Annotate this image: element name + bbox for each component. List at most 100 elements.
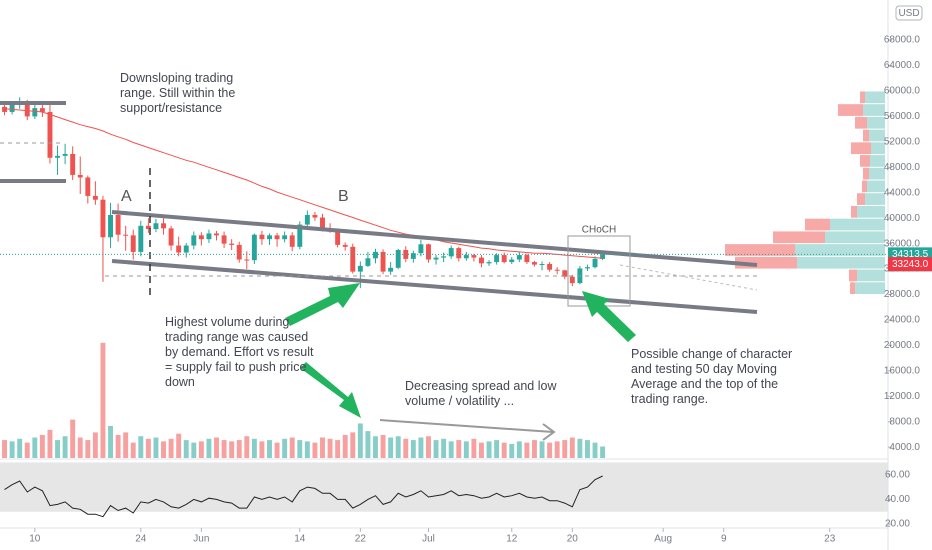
candle-body xyxy=(524,255,530,263)
y-tick-label: 68000.0 xyxy=(884,35,921,46)
volume-bar xyxy=(554,441,560,458)
volume-bar xyxy=(312,442,318,458)
volume-bar xyxy=(191,442,197,458)
x-tick-label: Jun xyxy=(193,534,209,545)
annotation: Possible change of character and testing… xyxy=(631,347,793,406)
volume-bar xyxy=(373,436,378,458)
candle-body xyxy=(433,257,439,260)
candle-body xyxy=(373,251,378,259)
volume-bar xyxy=(100,342,106,458)
candle-body xyxy=(320,217,325,229)
volume-bar xyxy=(350,432,356,458)
volume-bar xyxy=(77,437,83,458)
volume-bar xyxy=(123,432,129,458)
candle-body xyxy=(145,225,151,229)
candle-body xyxy=(259,234,265,240)
profile-down xyxy=(857,193,865,205)
candle-body xyxy=(115,215,121,235)
volume-bar xyxy=(547,442,553,458)
volume-bar xyxy=(501,442,507,458)
profile-up xyxy=(797,256,885,269)
candle-body xyxy=(342,244,348,247)
profile-up xyxy=(863,104,885,116)
volume-bar xyxy=(24,442,30,458)
profile-down xyxy=(849,269,857,282)
rsi-tick-label: 40.00 xyxy=(885,494,910,505)
candle-body xyxy=(600,254,606,259)
annotation: Highest volume during trading range was … xyxy=(165,315,314,389)
volume-bar xyxy=(161,441,166,458)
volume-bar xyxy=(244,436,250,458)
y-tick-label: 24000.0 xyxy=(884,315,921,326)
candle-body xyxy=(123,234,129,236)
volume-bar xyxy=(539,441,545,458)
volume-bar xyxy=(39,434,45,458)
profile-up xyxy=(830,218,885,231)
candle-body xyxy=(32,108,38,117)
volume-bar xyxy=(532,440,537,458)
x-tick-label: Jul xyxy=(422,534,435,545)
volume-bar xyxy=(584,440,590,458)
volume-bar xyxy=(267,440,272,458)
y-tick-label: 36000.0 xyxy=(884,238,921,249)
volume-bar xyxy=(198,441,204,458)
rsi-line xyxy=(4,475,603,518)
candle-body xyxy=(569,276,575,284)
volume-bar xyxy=(426,436,431,458)
volume-bar xyxy=(342,434,348,458)
point-label: B xyxy=(338,188,349,205)
rsi-tick-label: 60.00 xyxy=(885,469,910,480)
marks xyxy=(2,91,885,518)
volume-bar xyxy=(297,440,303,458)
volume-bar xyxy=(32,437,38,458)
candle-body xyxy=(100,199,106,238)
arrow xyxy=(285,283,360,326)
candle-body xyxy=(380,251,386,272)
profile-up xyxy=(865,91,885,104)
profile-up xyxy=(857,205,885,218)
candle-body xyxy=(244,259,250,261)
candle-body xyxy=(138,225,144,252)
profile-down xyxy=(855,116,867,129)
y-tick-label: 4000.0 xyxy=(889,442,920,453)
profile-down xyxy=(860,155,870,167)
profile-up xyxy=(867,116,885,129)
candle-body xyxy=(297,224,303,247)
currency-badge[interactable] xyxy=(895,5,923,21)
arrow xyxy=(300,362,361,418)
volume-bar xyxy=(380,434,386,458)
profile-up xyxy=(795,244,885,256)
y-tick-label: 52000.0 xyxy=(884,136,921,147)
candle-body xyxy=(312,215,318,218)
candle-body xyxy=(77,174,83,178)
candle-body xyxy=(153,223,159,229)
volume-bar xyxy=(486,441,492,458)
candle-body xyxy=(304,215,310,225)
y-tick-label: 48000.0 xyxy=(884,162,921,173)
profile-down xyxy=(851,205,857,218)
choch-box xyxy=(567,235,631,307)
profile-down xyxy=(862,180,867,193)
candle-body xyxy=(357,265,363,272)
candle-body xyxy=(486,262,492,264)
candle-body xyxy=(509,259,515,263)
volume-bar xyxy=(403,438,409,458)
candle-body xyxy=(516,255,522,260)
candle-body xyxy=(55,155,60,158)
volume-bar xyxy=(55,440,60,458)
candle-body xyxy=(539,263,545,265)
volume-bar xyxy=(176,433,182,458)
arrow-head xyxy=(542,423,556,441)
candle-body xyxy=(592,258,598,268)
arrow xyxy=(582,291,636,342)
candle-body xyxy=(168,228,174,246)
profile-up xyxy=(857,269,885,282)
candle-body xyxy=(547,263,553,270)
profile-up xyxy=(865,193,885,205)
candle-body xyxy=(229,243,235,245)
candle-body xyxy=(479,257,484,264)
candle-body xyxy=(236,244,242,260)
candle-body xyxy=(183,245,189,253)
candle-body xyxy=(267,235,272,240)
